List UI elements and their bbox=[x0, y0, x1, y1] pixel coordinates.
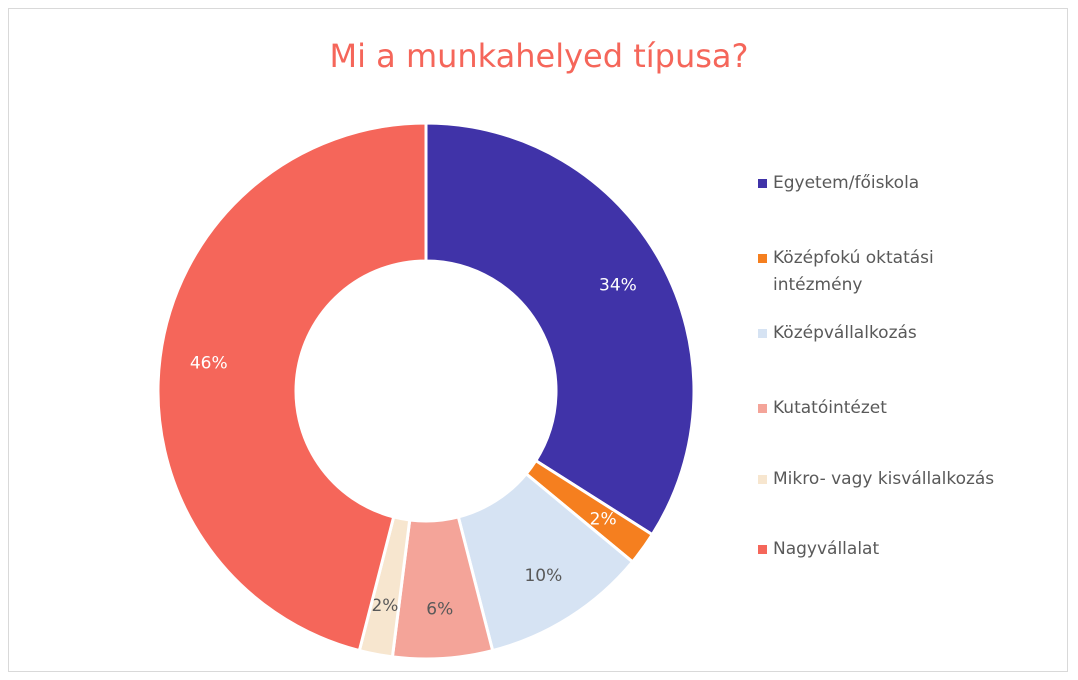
legend-swatch bbox=[758, 404, 767, 413]
data-label: 34% bbox=[599, 275, 637, 295]
chart-title: Mi a munkahelyed típusa? bbox=[329, 37, 748, 75]
legend-swatch bbox=[758, 475, 767, 484]
data-label: 2% bbox=[590, 510, 617, 530]
legend-swatch bbox=[758, 254, 767, 263]
legend-swatch bbox=[758, 545, 767, 554]
legend-item: Egyetem/főiskola bbox=[758, 170, 1048, 197]
legend-label: Nagyvállalat bbox=[773, 539, 880, 559]
legend-label: Középfokú oktatási intézmény bbox=[773, 248, 934, 295]
legend-swatch bbox=[758, 329, 767, 338]
chart-frame bbox=[8, 8, 1068, 672]
legend-item: Mikro- vagy kisvállalkozás bbox=[758, 466, 1048, 493]
slice bbox=[424, 121, 696, 537]
data-label: 6% bbox=[426, 600, 453, 620]
legend-label: Mikro- vagy kisvállalkozás bbox=[773, 469, 995, 489]
data-label: 2% bbox=[371, 596, 398, 616]
legend-item: Középvállalkozás bbox=[758, 320, 1048, 347]
data-label: 46% bbox=[190, 354, 228, 374]
legend-item: Középfokú oktatási intézmény bbox=[758, 245, 1048, 299]
legend-item: Nagyvállalat bbox=[758, 536, 1048, 563]
legend-label: Középvállalkozás bbox=[773, 323, 917, 343]
legend-label: Kutatóintézet bbox=[773, 398, 887, 418]
data-label: 10% bbox=[524, 566, 562, 586]
legend-label: Egyetem/főiskola bbox=[773, 173, 920, 193]
legend-item: Kutatóintézet bbox=[758, 395, 1048, 422]
slice bbox=[156, 121, 428, 653]
legend-swatch bbox=[758, 179, 767, 188]
